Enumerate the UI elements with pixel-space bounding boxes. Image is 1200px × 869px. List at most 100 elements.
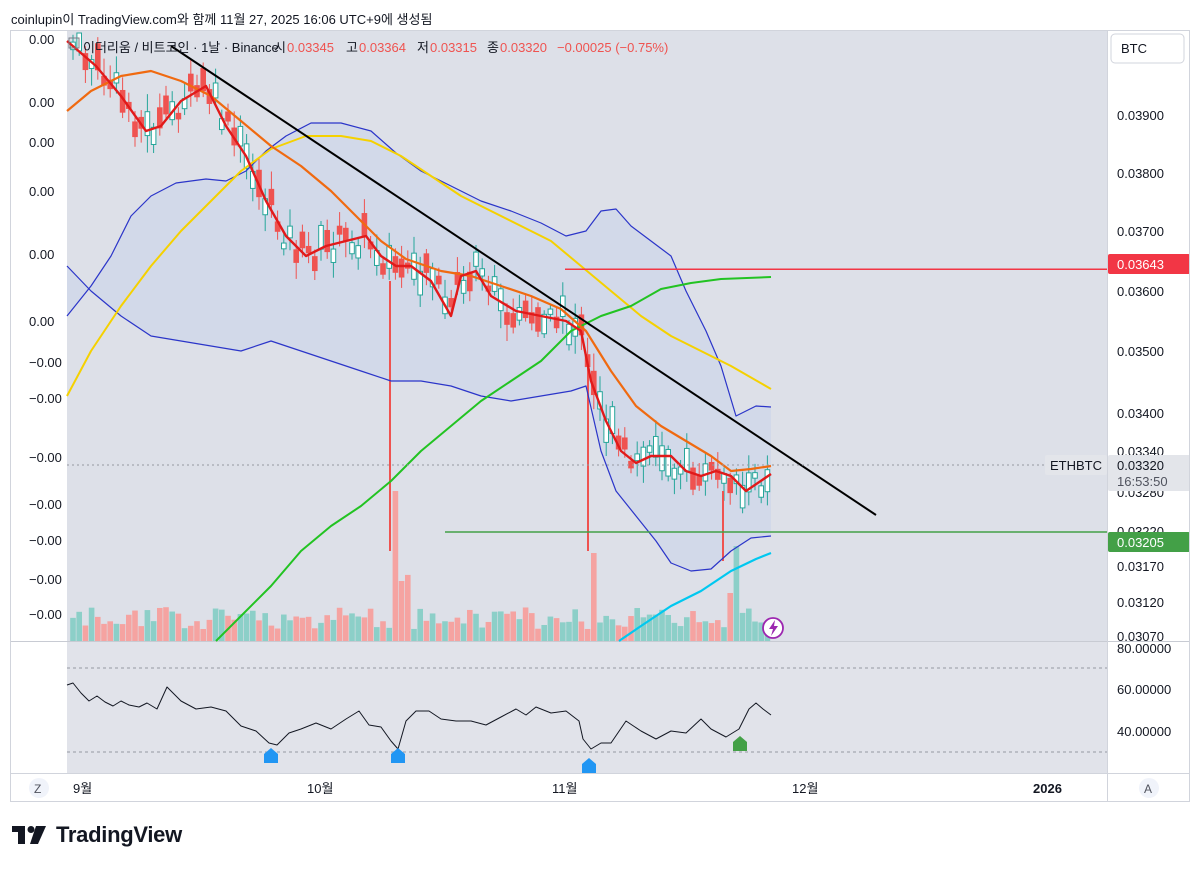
candle-body xyxy=(336,225,343,235)
log-scale-button[interactable]: Z xyxy=(29,778,49,798)
candle-body xyxy=(510,313,516,328)
time-axis-label: 10월 xyxy=(307,781,333,796)
candle-body xyxy=(417,270,423,296)
volume-bar xyxy=(739,612,746,641)
log-scale-button-label: Z xyxy=(34,782,41,796)
oscillator-pane-background xyxy=(67,641,1107,773)
volume-bar xyxy=(88,607,95,641)
auto-scale-button-label: A xyxy=(1144,782,1152,796)
volume-bar xyxy=(479,627,485,641)
left-scale-label: 0.00 xyxy=(29,314,54,329)
currency-button[interactable]: BTC xyxy=(1110,33,1185,64)
candle-body xyxy=(727,477,734,494)
last-price-countdown: 16:53:50 xyxy=(1117,474,1168,489)
legend-high-label: 고 xyxy=(346,40,358,55)
ma-red-line xyxy=(66,40,772,493)
volume-bar xyxy=(516,619,523,641)
volume-bar xyxy=(367,608,374,641)
trendline[interactable] xyxy=(170,45,877,516)
volume-bar xyxy=(529,613,535,641)
candle-body xyxy=(646,445,653,453)
candle-body xyxy=(702,463,709,482)
volume-bar xyxy=(721,627,727,641)
volume-bar xyxy=(429,613,436,641)
oscillator-signal-marker xyxy=(264,748,278,763)
volume-bar xyxy=(553,618,560,641)
volume-bar xyxy=(392,491,399,641)
volume-bar xyxy=(200,628,206,641)
candle-body xyxy=(355,245,361,259)
volume-bar xyxy=(615,625,622,641)
auto-scale-button[interactable]: A xyxy=(1139,778,1159,798)
volume-bar xyxy=(107,621,113,641)
bollinger-lower-line xyxy=(66,265,772,572)
volume-bar xyxy=(677,626,684,641)
volume-bar xyxy=(473,613,479,641)
volume-bar xyxy=(504,613,510,641)
alert-lightning-icon[interactable] xyxy=(762,617,784,639)
volume-bar xyxy=(485,621,492,641)
volume-bar xyxy=(541,624,547,641)
candle-body xyxy=(622,437,628,450)
price-axis-label: 0.03700 xyxy=(1117,224,1164,239)
volume-bar xyxy=(380,621,386,641)
candle-body xyxy=(460,279,467,294)
candle-body xyxy=(380,263,386,275)
volume-bar xyxy=(82,625,89,641)
left-scale-label: −0.00 xyxy=(29,391,62,406)
volume-bar xyxy=(417,608,423,641)
candle-body xyxy=(386,244,392,269)
candle-body xyxy=(293,249,299,263)
candle-body xyxy=(541,313,548,335)
ma-orange-line xyxy=(66,69,772,473)
volume-bar xyxy=(318,622,324,641)
volume-bar xyxy=(293,616,299,641)
candle-body xyxy=(522,300,529,319)
volume-bar xyxy=(609,619,616,641)
volume-bar xyxy=(628,616,634,641)
candle-body xyxy=(553,316,560,329)
volume-bar xyxy=(566,621,572,641)
chart-panel[interactable]: 0.03900 0.03800 0.03700 0.03600 0.03500 0.034… xyxy=(10,30,1190,802)
volume-bar xyxy=(219,609,225,641)
left-scale-label: 0.00 xyxy=(29,32,54,47)
volume-bar xyxy=(498,611,504,641)
volume-bar xyxy=(584,628,591,641)
level-tag-red-label: 0.03643 xyxy=(1117,257,1164,272)
ma-cyan-line xyxy=(618,551,772,642)
volume-bar xyxy=(622,626,628,641)
chart-svg[interactable]: 0.03900 0.03800 0.03700 0.03600 0.03500 0.034… xyxy=(11,31,1190,802)
volume-bar xyxy=(256,620,262,641)
left-scale-label: −0.00 xyxy=(29,450,62,465)
tradingview-logo-icon xyxy=(12,826,46,844)
bollinger-band-fill xyxy=(67,123,771,571)
tradingview-logo[interactable]: TradingView xyxy=(12,822,182,848)
volume-bar xyxy=(684,617,690,641)
volume-bar xyxy=(132,610,138,641)
time-axis-label: 9월 xyxy=(73,781,92,796)
volume-bar xyxy=(175,613,182,641)
volume-bar xyxy=(702,621,709,641)
candle-body xyxy=(634,453,641,462)
candle-body xyxy=(715,468,721,480)
volume-bar xyxy=(206,619,213,641)
candle-body xyxy=(132,121,138,138)
volume-bar xyxy=(522,607,529,641)
price-axis-label: 0.03800 xyxy=(1117,166,1164,181)
left-scale-label: −0.00 xyxy=(29,355,62,370)
candle-body xyxy=(225,111,231,122)
volume-bar xyxy=(138,626,144,641)
candle-body xyxy=(398,258,405,278)
candle-body xyxy=(349,242,355,255)
volume-bar xyxy=(330,619,337,641)
price-axis-label: 0.03170 xyxy=(1117,559,1164,574)
legend-collapse-icon[interactable] xyxy=(68,37,80,49)
ma-yellow-line xyxy=(66,135,772,397)
candle-body xyxy=(684,447,690,472)
volume-bar xyxy=(231,619,237,641)
legend-low-label: 저 xyxy=(417,40,429,55)
volume-bar xyxy=(423,620,430,641)
candle-body xyxy=(659,445,665,472)
volume-bar xyxy=(671,622,678,641)
candle-body xyxy=(665,448,672,477)
